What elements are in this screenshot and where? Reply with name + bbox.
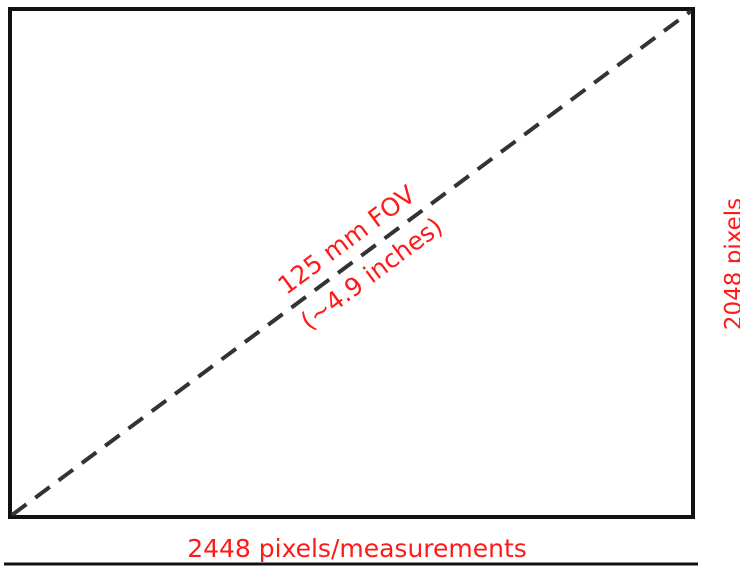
height-pixels-label: 2048 pixels xyxy=(721,198,740,330)
sensor-frame xyxy=(8,7,695,519)
fov-diagonal-line xyxy=(10,9,693,517)
width-pixels-label: 2448 pixels/measurements xyxy=(187,534,527,563)
diagonal-label-group: 125 mm FOV (~4.9 inches) xyxy=(272,180,448,336)
